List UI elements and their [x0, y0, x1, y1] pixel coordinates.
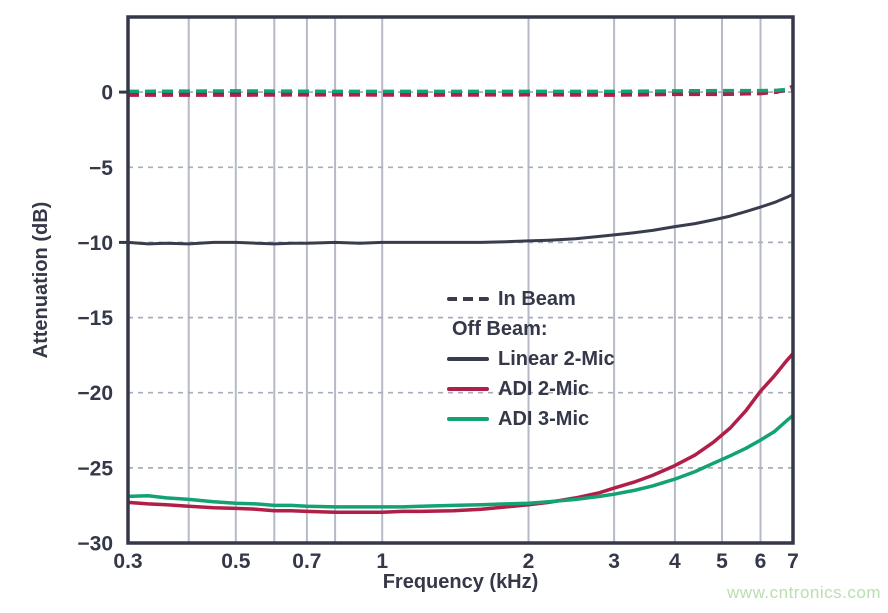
- plot-border: [126, 15, 795, 545]
- legend-label-in-beam: In Beam: [498, 287, 576, 310]
- legend-item-in-beam: In Beam: [447, 284, 615, 314]
- x-tick-label: 1: [376, 550, 388, 573]
- series-adi-2-mic: [127, 352, 795, 514]
- y-tick-label: −20: [77, 382, 113, 405]
- x-tick-label: 2: [523, 550, 535, 573]
- legend-label-off-beam: Off Beam:: [452, 317, 548, 340]
- legend-item-linear-2-mic: Linear 2-Mic: [447, 344, 615, 374]
- x-tick-label: 4: [669, 550, 681, 573]
- y-tick-label: −30: [77, 533, 113, 556]
- x-tick-label: 3: [608, 550, 620, 573]
- in-beam-dashed-line-swatch: [447, 297, 489, 301]
- y-tick-label: −15: [77, 307, 113, 330]
- series-in-beam-adi-2-mic: [128, 84, 794, 97]
- watermark: www.cntronics.com: [727, 583, 881, 602]
- adi-3-mic-line-swatch: [447, 417, 489, 421]
- x-tick-label: 0.3: [113, 550, 142, 573]
- legend-label-adi-2-mic: ADI 2-Mic: [498, 377, 590, 400]
- x-tick-label: 0.7: [292, 550, 321, 573]
- chart-legend: In Beam Off Beam: Linear 2-Mic ADI 2-Mic…: [447, 284, 615, 434]
- legend-item-adi-2-mic: ADI 2-Mic: [447, 374, 615, 404]
- series-linear-2-mic: [127, 192, 794, 246]
- x-tick-label: 5: [716, 550, 728, 573]
- y-tick-label: −5: [89, 157, 113, 180]
- legend-item-off-beam: Off Beam:: [447, 314, 615, 344]
- legend-label-adi-3-mic: ADI 3-Mic: [498, 407, 590, 430]
- linear-2-mic-line-swatch: [447, 357, 489, 361]
- x-tick-label: 0.5: [221, 550, 251, 573]
- x-axis-title: Frequency (kHz): [382, 571, 539, 593]
- y-tick-label: −10: [77, 232, 113, 255]
- y-tick-label: −25: [77, 457, 113, 480]
- legend-label-linear-2-mic: Linear 2-Mic: [498, 347, 615, 370]
- y-axis-title: Attenuation (dB): [30, 201, 52, 359]
- series-in-beam-adi-3-mic: [127, 86, 794, 94]
- x-tick-label: 7: [787, 550, 799, 573]
- x-tick-label: 6: [755, 550, 767, 573]
- series-adi-3-mic: [127, 413, 795, 509]
- legend-item-adi-3-mic: ADI 3-Mic: [447, 404, 615, 434]
- y-tick-label: 0: [101, 82, 113, 105]
- adi-2-mic-line-swatch: [447, 387, 489, 391]
